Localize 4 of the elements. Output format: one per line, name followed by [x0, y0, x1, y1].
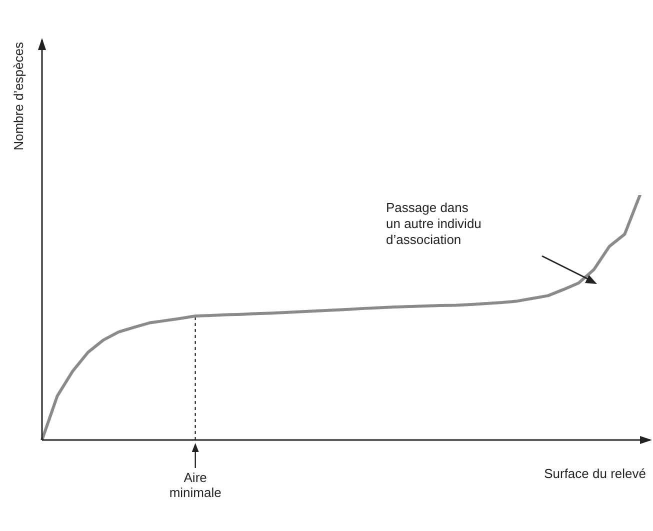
text: Aire minimale	[168, 470, 222, 500]
y-axis-title: Nombre d’espèces	[11, 42, 26, 150]
annotation: Passage dans un autre individu d’association	[386, 200, 482, 248]
x-axis-title: Surface du relevé	[544, 466, 646, 481]
